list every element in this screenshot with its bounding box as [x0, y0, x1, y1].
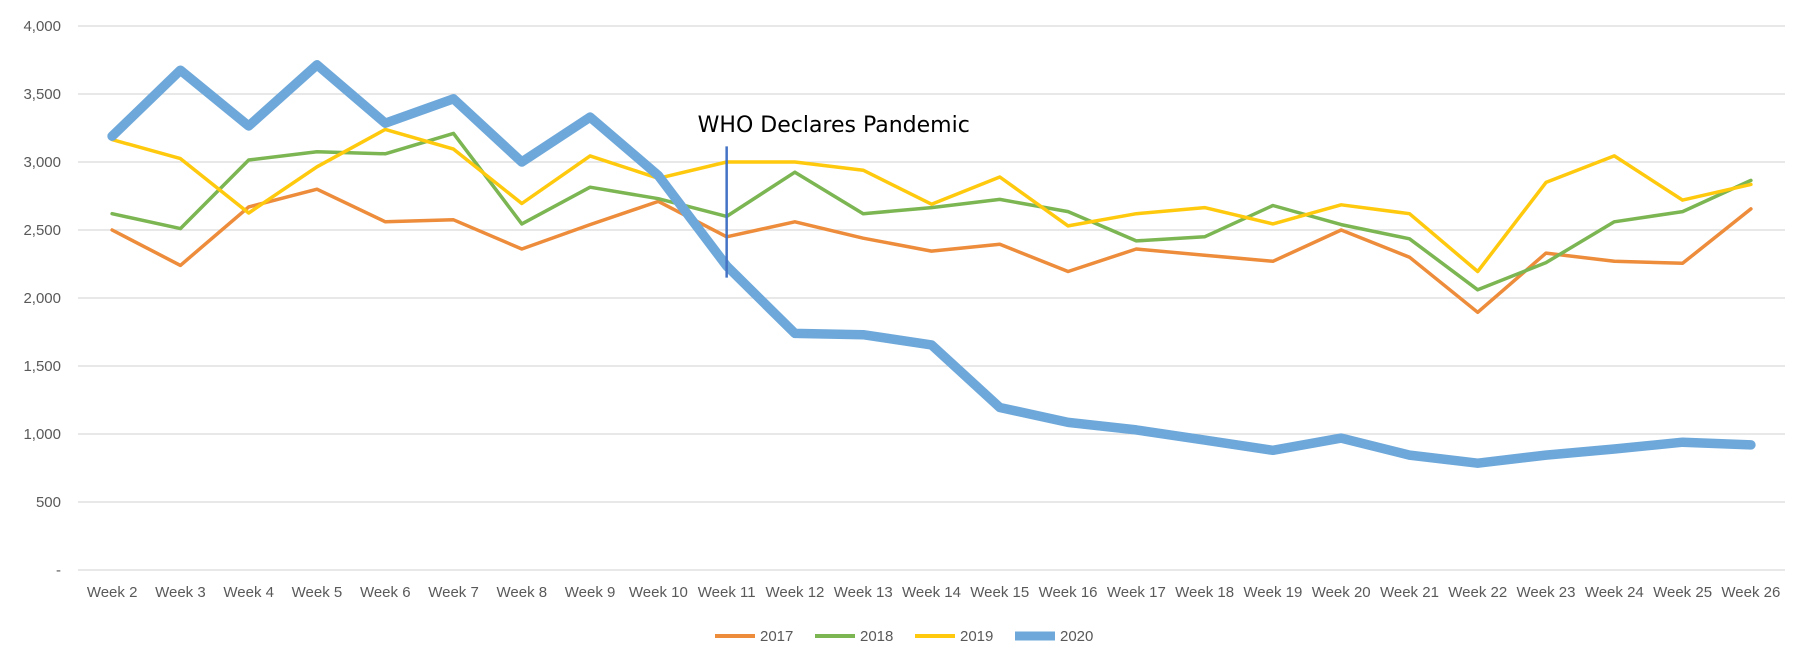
annotations: WHO Declares Pandemic	[698, 113, 970, 278]
y-tick-label: 4,000	[23, 18, 61, 35]
y-tick-label: 2,500	[23, 222, 61, 239]
x-tick-label: Week 6	[360, 584, 411, 601]
annotation-label: WHO Declares Pandemic	[698, 113, 970, 138]
x-tick-label: Week 17	[1107, 584, 1166, 601]
series-line-2017	[110, 187, 1753, 315]
y-tick-label: 2,000	[23, 290, 61, 307]
x-tick-label: Week 19	[1243, 584, 1302, 601]
y-tick-label: 1,500	[23, 358, 61, 375]
y-tick-label: 3,500	[23, 86, 61, 103]
x-tick-label: Week 4	[223, 584, 274, 601]
x-tick-label: Week 23	[1517, 584, 1576, 601]
x-tick-label: Week 10	[629, 584, 688, 601]
gridlines	[78, 25, 1785, 571]
x-tick-label: Week 12	[765, 584, 824, 601]
x-tick-label: Week 13	[834, 584, 893, 601]
legend-label-2019: 2019	[960, 628, 993, 645]
x-tick-label: Week 22	[1448, 584, 1507, 601]
x-axis-tick-labels: Week 2 Week 3 Week 4 Week 5 Week 6 Week 7 Week…	[87, 584, 1780, 601]
x-tick-label: Week 21	[1380, 584, 1439, 601]
x-tick-label: Week 2	[87, 584, 138, 601]
x-tick-label: Week 8	[497, 584, 548, 601]
x-tick-label: Week 9	[565, 584, 616, 601]
x-tick-label: Week 5	[292, 584, 343, 601]
x-tick-label: Week 15	[970, 584, 1029, 601]
legend-label-2017: 2017	[760, 628, 793, 645]
y-tick-label: 500	[36, 494, 61, 511]
x-tick-label: Week 11	[698, 584, 756, 601]
x-tick-label: Week 26	[1721, 584, 1780, 601]
series-line-2019	[110, 127, 1753, 274]
legend-label-2018: 2018	[860, 628, 893, 645]
legend: 2017 2018 2019 2020	[715, 628, 1093, 645]
x-tick-label: Week 25	[1653, 584, 1712, 601]
x-tick-label: Week 24	[1585, 584, 1644, 601]
series-lines	[107, 60, 1756, 468]
x-tick-label: Week 18	[1175, 584, 1234, 601]
y-tick-label: 3,000	[23, 154, 61, 171]
x-tick-label: Week 16	[1039, 584, 1098, 601]
y-tick-label: 1,000	[23, 426, 61, 443]
y-axis-tick-labels: - 500 1,000 1,500 2,000 2,500 3,000 3,500 4,000	[23, 18, 61, 579]
legend-label-2020: 2020	[1060, 628, 1093, 645]
x-tick-label: Week 14	[902, 584, 961, 601]
series-line-2020	[107, 60, 1756, 468]
series-line-2018	[110, 131, 1753, 292]
x-tick-label: Week 20	[1312, 584, 1371, 601]
y-tick-label: -	[56, 562, 61, 579]
x-tick-label: Week 7	[428, 584, 479, 601]
x-tick-label: Week 3	[155, 584, 206, 601]
